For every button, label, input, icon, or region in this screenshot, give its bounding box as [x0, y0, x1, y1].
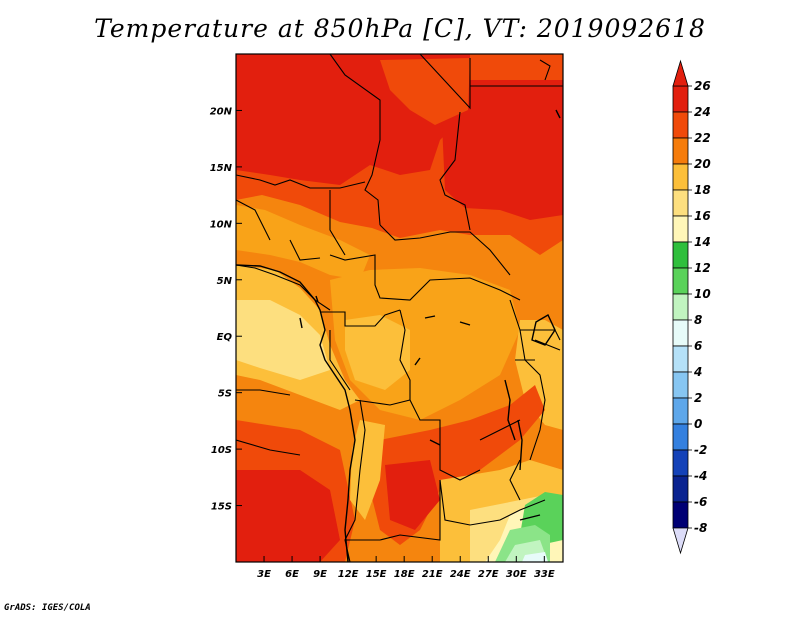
colorbar-label: 6	[694, 339, 702, 353]
colorbar-segment	[672, 137, 689, 165]
colorbar-segment	[672, 475, 689, 503]
lat-tick-label: 15S	[211, 502, 232, 513]
lat-tick-label: 20N	[210, 106, 233, 117]
colorbar-label: 8	[694, 313, 702, 327]
latitude-ticks: 20N 15N 10N 5N EQ 5S 10S 15S	[210, 106, 242, 513]
lon-tick-label: 18E	[394, 569, 415, 580]
coastlines	[236, 109, 561, 562]
lon-tick-label: 21E	[422, 569, 443, 580]
colorbar-label: 18	[694, 183, 711, 197]
colorbar-segment	[672, 371, 689, 399]
lon-tick-label: 9E	[313, 569, 327, 580]
colorbar-label: 26	[694, 79, 711, 93]
colorbar-label: -4	[694, 469, 707, 483]
colorbar-segment	[672, 241, 689, 269]
lon-tick-label: 3E	[257, 569, 271, 580]
colorbar-under-arrow	[672, 527, 689, 555]
lon-tick-label: 30E	[506, 569, 527, 580]
lon-tick-label: 12E	[338, 569, 359, 580]
lon-tick-label: 15E	[366, 569, 387, 580]
colorbar-segment	[672, 267, 689, 295]
lon-tick-label: 27E	[478, 569, 499, 580]
colorbar-segment	[672, 319, 689, 347]
colorbar-segment	[672, 85, 689, 113]
colorbar-segment	[672, 449, 689, 477]
colorbar-segment	[672, 189, 689, 217]
lat-tick-label: 15N	[210, 163, 233, 174]
chart-title: Temperature at 850hPa [C], VT: 201909261…	[94, 14, 706, 43]
country-borders	[236, 54, 563, 562]
colorbar-label: 0	[694, 417, 702, 431]
colorbar-label: 24	[694, 105, 711, 119]
lat-tick-label: 5S	[218, 389, 232, 400]
colorbar-segment	[672, 397, 689, 425]
colorbar-segment	[672, 501, 689, 529]
lat-tick-label: EQ	[217, 332, 233, 343]
colorbar-segment	[672, 111, 689, 139]
colorbar-segment	[672, 345, 689, 373]
map-frame	[235, 53, 564, 563]
colorbar-segment	[672, 293, 689, 321]
lon-tick-label: 24E	[450, 569, 471, 580]
colorbar-label: -6	[694, 495, 707, 509]
colorbar-label: 4	[693, 365, 702, 379]
colorbar-segment	[672, 215, 689, 243]
colorbar-label: 2	[694, 391, 702, 405]
colorbar-label: -8	[694, 521, 707, 535]
colorbar-segment	[672, 423, 689, 451]
colorbar-segment	[672, 163, 689, 191]
colorbar-label: 10	[694, 287, 711, 301]
lon-tick-label: 33E	[534, 569, 555, 580]
colorbar-label: -2	[694, 443, 707, 457]
colorbar-label: 16	[694, 209, 711, 223]
grads-credit: GrADS: IGES/COLA	[4, 603, 91, 613]
colorbar-over-arrow	[672, 59, 689, 87]
colorbar-label: 22	[694, 131, 711, 145]
lon-tick-label: 6E	[285, 569, 299, 580]
colorbar-label: 20	[694, 157, 711, 171]
temperature-field	[236, 54, 563, 562]
lat-tick-label: 10S	[211, 445, 232, 456]
colorbar-label: 12	[694, 261, 711, 275]
lat-tick-label: 10N	[210, 219, 233, 230]
longitude-ticks: 3E 6E 9E 12E 15E 18E 21E 24E 27E 30E 33E	[257, 556, 555, 580]
lat-tick-label: 5N	[217, 276, 233, 287]
colorbar-label: 14	[694, 235, 711, 249]
